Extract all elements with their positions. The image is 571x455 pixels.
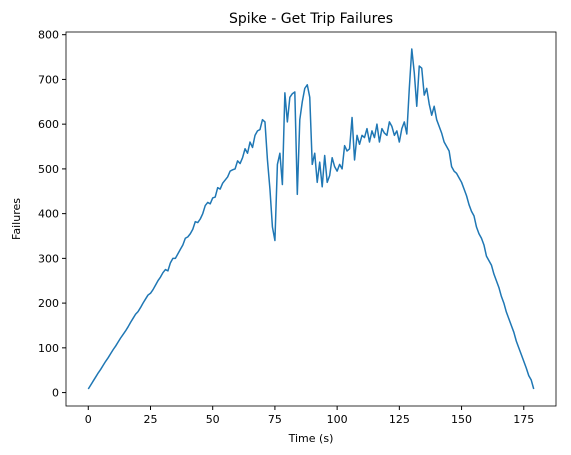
y-tick-label: 300 [38,252,59,265]
x-tick-label: 175 [513,413,534,426]
x-tick-label: 100 [327,413,348,426]
y-tick-label: 600 [38,118,59,131]
plot-frame [65,31,557,407]
y-tick-label: 700 [38,73,59,86]
y-tick-label: 100 [38,342,59,355]
x-axis-label: Time (s) [288,432,334,445]
x-tick-label: 150 [451,413,472,426]
y-tick-label: 800 [38,29,59,42]
y-axis-label: Failures [10,198,23,240]
x-tick-label: 50 [206,413,220,426]
x-tick-label: 0 [85,413,92,426]
x-tick-label: 125 [389,413,410,426]
x-tick-label: 25 [143,413,157,426]
y-tick-label: 500 [38,163,59,176]
data-line [87,48,535,390]
y-tick-label: 200 [38,297,59,310]
y-tick-label: 0 [52,387,59,400]
chart-title: Spike - Get Trip Failures [229,11,393,27]
y-tick-label: 400 [38,208,59,221]
x-tick-label: 75 [268,413,282,426]
